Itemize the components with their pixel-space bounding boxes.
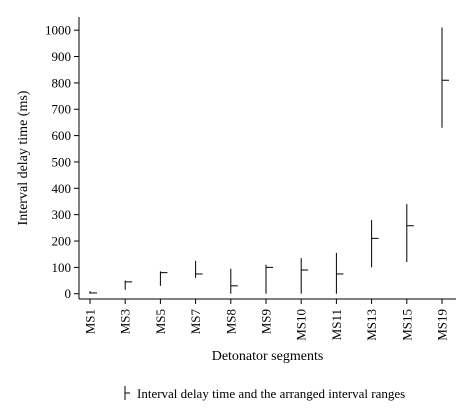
axes bbox=[78, 17, 456, 300]
y-tick-label: 200 bbox=[52, 234, 72, 249]
x-tick-label: MS8 bbox=[223, 309, 238, 334]
y-tick-label: 1000 bbox=[45, 23, 71, 38]
x-tick-label: MS10 bbox=[294, 309, 309, 341]
x-tick-label: MS11 bbox=[329, 309, 344, 340]
x-tick-label: MS13 bbox=[364, 309, 379, 341]
x-tick-label: MS9 bbox=[259, 309, 274, 334]
x-tick-label: MS5 bbox=[153, 309, 168, 334]
y-axis-ticks: 0 100 200 300 400 500 600 700 800 900 1000 bbox=[45, 23, 79, 301]
y-tick-label: 0 bbox=[65, 286, 72, 301]
x-tick-label: MS1 bbox=[83, 309, 98, 334]
y-tick-label: 100 bbox=[52, 260, 72, 275]
y-axis-label: Interval delay time (ms) bbox=[16, 90, 31, 225]
legend: Interval delay time and the arranged int… bbox=[124, 386, 405, 401]
y-tick-label: 500 bbox=[52, 154, 72, 169]
y-tick-label: 700 bbox=[52, 102, 72, 117]
y-tick-label: 600 bbox=[52, 128, 72, 143]
x-tick-label: MS19 bbox=[435, 309, 450, 341]
x-tick-label: MS15 bbox=[399, 309, 414, 341]
legend-symbol bbox=[124, 386, 130, 400]
x-tick-label: MS7 bbox=[188, 309, 203, 335]
y-tick-label: 800 bbox=[52, 75, 72, 90]
x-axis-ticks: MS1 MS3 MS5 MS7 MS8 MS9 MS10 MS11 MS13 MS15 MS19 bbox=[83, 299, 450, 341]
y-tick-label: 400 bbox=[52, 181, 72, 196]
x-axis-label: Detonator segments bbox=[212, 349, 324, 364]
legend-label: Interval delay time and the arranged int… bbox=[137, 386, 405, 401]
range-marks bbox=[89, 27, 449, 294]
x-tick-label: MS3 bbox=[118, 309, 133, 334]
y-tick-label: 300 bbox=[52, 207, 72, 222]
y-tick-label: 900 bbox=[52, 49, 72, 64]
